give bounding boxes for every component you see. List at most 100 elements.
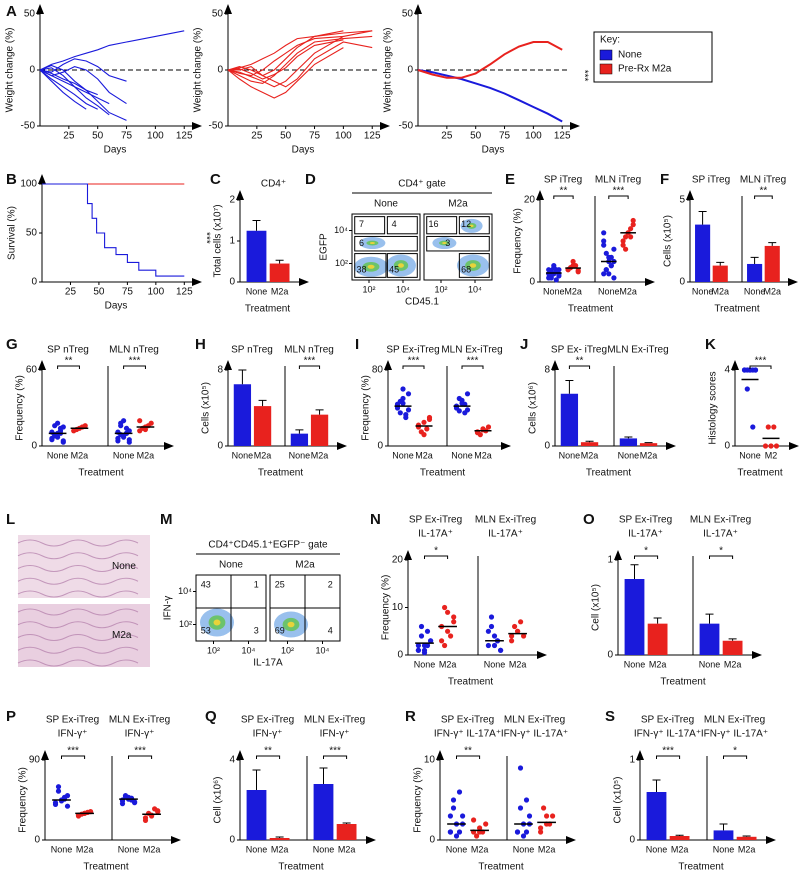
error-bar [275, 836, 284, 838]
data-point [570, 258, 576, 265]
x-tick-label: None [47, 450, 69, 460]
y-tick-label: 8 [544, 365, 550, 376]
panel-letter: E [505, 171, 515, 188]
panel-letter: J [520, 336, 528, 353]
significance-bracket [123, 365, 146, 369]
x-tick-label: 125 [176, 287, 193, 298]
data-point [128, 797, 135, 803]
data-point [541, 805, 547, 811]
bar [290, 433, 309, 446]
series-line [39, 58, 127, 82]
chart-title: CD4⁺CD45.1⁺EGFP⁻ gate [208, 540, 328, 551]
data-point [456, 829, 463, 835]
x-axis-label: Days [292, 145, 315, 156]
y-axis-label: Weight change (%) [193, 28, 204, 113]
gate-percent: 53 [201, 625, 211, 635]
data-point [601, 242, 607, 248]
gate [426, 235, 490, 252]
data-point [445, 628, 451, 634]
x-tick-label: None [446, 844, 468, 854]
axis-arrow [551, 360, 559, 370]
error-bar [675, 834, 684, 836]
y-axis-label: Frequency (%) [381, 575, 392, 641]
significance: ** [264, 746, 272, 757]
y-tick-label: 5 [679, 195, 685, 206]
error-bar [315, 409, 324, 415]
tissue-fold [17, 565, 139, 572]
bar [269, 263, 290, 282]
x-axis-label: Treatment [478, 862, 523, 873]
x-axis-label: Treatment [586, 468, 631, 479]
y-tick-label: -50 [399, 121, 414, 132]
axis-arrow [404, 550, 412, 560]
y-axis-label: Frequency (%) [15, 375, 26, 441]
y-tick-label: 0 [679, 277, 685, 288]
tissue-fold [17, 621, 139, 629]
data-point [405, 391, 412, 397]
x-tick-label: None [289, 450, 311, 460]
error-bar [768, 242, 777, 246]
bar [647, 623, 668, 655]
gate [354, 216, 386, 235]
x-tick-label: 125 [364, 131, 381, 142]
data-point [426, 416, 433, 422]
y-axis-label: Cells (x10⁵) [201, 382, 212, 434]
x-tick-label: M2a [564, 286, 582, 296]
significance-bracket [61, 755, 86, 759]
error-bar [252, 769, 261, 790]
data-point [421, 419, 427, 425]
gate [196, 575, 266, 641]
x-axis-label: Treatment [737, 468, 782, 479]
density-core [287, 621, 295, 628]
legend-swatch [599, 63, 613, 75]
density-core [213, 619, 221, 626]
data-point [415, 647, 421, 653]
panel-letter: M [160, 511, 173, 528]
x-axis-label: IL-17A [253, 658, 283, 669]
series-line [39, 64, 127, 121]
x-tick-label: 75 [121, 131, 133, 142]
legend-swatch [599, 49, 613, 61]
significance: *** [467, 356, 479, 367]
group-title: IL-17A⁺ [703, 529, 738, 540]
axis-arrow [752, 651, 762, 659]
y-tick-label: 0 [607, 650, 613, 661]
x-tick-label: M2a [471, 844, 489, 854]
tissue-fold [17, 608, 139, 616]
data-point [517, 805, 524, 811]
y-tick-label: 80 [372, 365, 384, 376]
data-point [52, 423, 58, 429]
significance: * [434, 546, 438, 557]
x-tick-label: 10⁴ [316, 645, 330, 655]
gate-percent: 38 [357, 264, 367, 274]
panel-name: None [219, 560, 243, 571]
data-point [122, 793, 129, 800]
x-tick-label: M2a [581, 450, 599, 460]
group-title: SP Ex-iTreg [386, 345, 439, 356]
error-bar [705, 613, 714, 624]
group-title: IL-17A⁺ [628, 529, 663, 540]
x-axis-label: Treatment [83, 862, 128, 873]
y-tick-label: 0 [217, 65, 223, 76]
data-point [630, 217, 636, 224]
group-title: SP Ex-iTreg [46, 715, 99, 726]
data-point [75, 813, 82, 819]
y-tick-label: 2 [229, 195, 235, 206]
y-tick-label: 0 [429, 835, 435, 846]
x-axis-label: Treatment [258, 468, 303, 479]
data-point [771, 424, 777, 430]
y-axis-label: Cell (x10⁵) [613, 777, 624, 824]
significance-bracket [553, 195, 574, 199]
axis-arrow [236, 190, 244, 200]
data-point [491, 642, 498, 649]
legend-box [593, 31, 713, 83]
x-tick-label: 125 [176, 131, 193, 142]
x-tick-label: None [51, 844, 73, 854]
bar [736, 836, 757, 840]
y-tick-label: 90 [29, 755, 41, 766]
bar [712, 265, 728, 282]
y-tick-label: 10⁴ [334, 225, 348, 235]
group-title: SP Ex-iTreg [241, 715, 294, 726]
group-title: MLN Ex-iTreg [504, 715, 565, 726]
data-point [608, 254, 614, 260]
